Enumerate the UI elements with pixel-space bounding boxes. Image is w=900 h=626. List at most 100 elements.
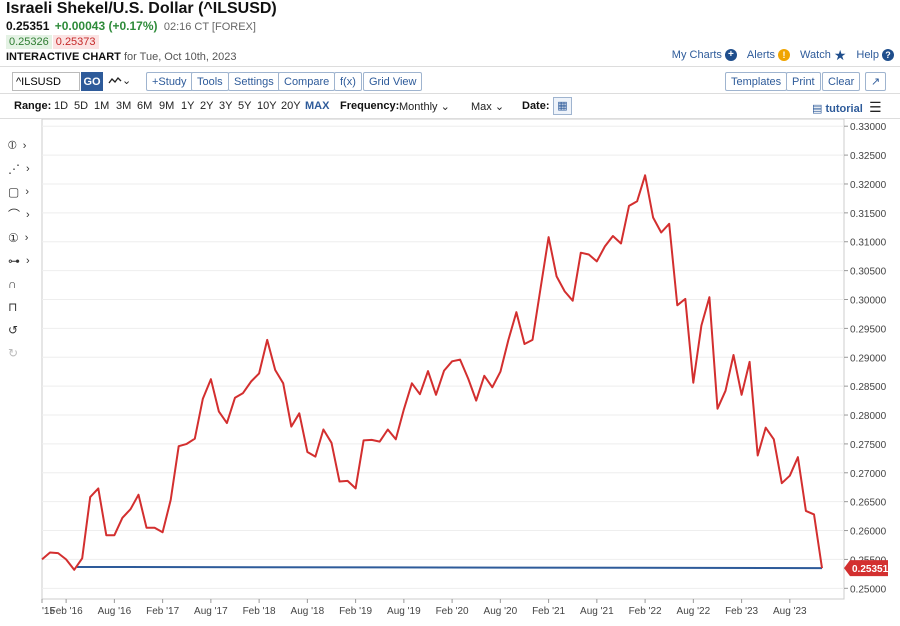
y-tick-label: 0.32500: [850, 151, 887, 162]
chart-type-dropdown[interactable]: ⌄: [108, 74, 131, 87]
chevron-right-icon: ›: [26, 208, 30, 221]
compare-button[interactable]: Compare: [278, 72, 336, 91]
x-tick-label: Feb '19: [339, 606, 372, 617]
annotation-tool[interactable]: ① ›: [8, 226, 38, 249]
y-tick-label: 0.29500: [850, 324, 887, 335]
magnet-tool[interactable]: ∩: [8, 272, 38, 295]
plot-frame: [41, 119, 845, 600]
chevron-right-icon: ›: [22, 139, 27, 152]
chart-series: [41, 174, 823, 571]
expand-button[interactable]: ↗: [865, 72, 887, 91]
y-tick-label: 0.25000: [850, 584, 887, 595]
range-6m[interactable]: 6M: [137, 100, 153, 112]
crosshair-tool[interactable]: ⦶ ›: [8, 134, 38, 157]
chevron-right-icon: ›: [25, 185, 30, 198]
y-tick-label: 0.28000: [850, 411, 887, 422]
y-tick-label: 0.29000: [850, 353, 887, 364]
last-price: 0.25351: [6, 19, 50, 33]
settings-button[interactable]: Settings: [228, 72, 280, 91]
unlock-icon: ⊓: [8, 299, 18, 314]
x-tick-label: Feb '17: [146, 606, 179, 617]
crosshair-icon: ⦶: [8, 138, 17, 152]
x-tick-label: '15: [42, 606, 55, 617]
trendline-tool[interactable]: ⋰ ›: [8, 157, 38, 180]
alerts-label: Alerts: [746, 49, 776, 61]
undo-tool[interactable]: ↺: [8, 318, 38, 341]
help-link[interactable]: Help?: [856, 49, 894, 61]
help-label: Help: [856, 49, 879, 61]
measure-tool[interactable]: ⊶ ›: [8, 249, 38, 272]
y-tick-label: 0.33000: [850, 122, 887, 133]
measure-icon: ⊶: [8, 253, 20, 268]
chevron-right-icon: ›: [24, 231, 29, 244]
plus-icon: +: [724, 49, 737, 61]
chevron-right-icon: ›: [26, 254, 30, 267]
price-line: [41, 174, 823, 571]
interactive-chart-title: INTERACTIVE CHART: [6, 51, 121, 63]
arc-tool[interactable]: ⌒ ›: [8, 203, 38, 226]
bid-ask: 0.25326 0.25373: [6, 35, 99, 49]
price-chart[interactable]: 0.33000 0.32500 0.32000 0.31500 0.31000 0.305…: [0, 119, 900, 626]
number-circle-icon: ①: [8, 230, 19, 245]
range-3y[interactable]: 3Y: [219, 100, 233, 112]
range-5d[interactable]: 5D: [74, 100, 89, 112]
x-tick-label: Aug '22: [677, 606, 711, 617]
frequency-value: Monthly: [399, 101, 438, 113]
tools-button[interactable]: Tools: [191, 72, 229, 91]
grid-view-button[interactable]: Grid View: [363, 72, 423, 91]
quote-line: 0.25351 +0.00043 (+0.17%) 02:16 CT [FORE…: [6, 19, 256, 33]
range-1d[interactable]: 1D: [54, 100, 69, 112]
y-axis: 0.33000 0.32500 0.32000 0.31500 0.31000 0.305…: [844, 122, 887, 595]
range-10y[interactable]: 10Y: [257, 100, 277, 112]
x-tick-label: Feb '18: [243, 606, 276, 617]
arc-icon: ⌒: [8, 208, 21, 222]
symbol-input[interactable]: [12, 72, 80, 91]
reference-line: [76, 565, 823, 570]
x-tick-label: Aug '16: [98, 606, 132, 617]
calendar-button[interactable]: ▦: [553, 97, 572, 115]
range-5y[interactable]: 5Y: [238, 100, 252, 112]
lock-tool[interactable]: ⊓: [8, 295, 38, 318]
top-links: My Charts + Alerts! Watch ★ Help?: [672, 48, 894, 62]
calendar-icon: ▦: [557, 100, 568, 112]
y-tick-label: 0.30500: [850, 267, 887, 278]
redo-tool[interactable]: ↻: [8, 341, 38, 364]
range-20y[interactable]: 20Y: [281, 100, 301, 112]
range-3m[interactable]: 3M: [116, 100, 132, 112]
tutorial-link[interactable]: ▤ tutorial: [812, 102, 863, 115]
print-button[interactable]: Print: [786, 72, 821, 91]
range-1m[interactable]: 1M: [94, 100, 110, 112]
clear-button[interactable]: Clear: [822, 72, 861, 91]
line-chart-icon: [108, 77, 122, 84]
drawing-tools: ⦶ › ⋰ › ▢ › ⌒ › ① › ⊶ › ∩ ⊓ ↺ ↻: [8, 134, 38, 364]
interactive-chart-date: for Tue, Oct 10th, 2023: [123, 51, 237, 63]
chevron-right-icon: ›: [26, 162, 30, 175]
shape-tool[interactable]: ▢ ›: [8, 180, 38, 203]
range-max[interactable]: MAX: [305, 100, 330, 112]
my-charts-link[interactable]: My Charts +: [672, 49, 737, 61]
trendline-icon: ⋰: [8, 161, 20, 176]
frequency-dropdown[interactable]: Monthly ⌄: [399, 100, 450, 113]
alerts-link[interactable]: Alerts!: [746, 49, 791, 61]
y-tick-label: 0.31500: [850, 209, 887, 220]
range-2y[interactable]: 2Y: [200, 100, 214, 112]
watch-link[interactable]: Watch ★: [800, 48, 846, 62]
x-tick-label: Aug '21: [580, 606, 614, 617]
study-button[interactable]: +Study: [146, 72, 193, 91]
menu-icon[interactable]: ☰: [869, 99, 882, 115]
go-button[interactable]: GO: [81, 72, 103, 91]
quote-time: 02:16 CT [FOREX]: [163, 21, 256, 33]
fx-button[interactable]: f(x): [334, 72, 362, 91]
range-1y[interactable]: 1Y: [181, 100, 195, 112]
date-label: Date:: [522, 100, 550, 112]
period-dropdown[interactable]: Max ⌄: [471, 100, 504, 113]
undo-icon: ↺: [8, 322, 19, 337]
templates-button[interactable]: Templates: [725, 72, 788, 91]
range-9m[interactable]: 9M: [159, 100, 175, 112]
bid-price: 0.25326: [6, 35, 52, 49]
x-tick-label: Aug '18: [291, 606, 325, 617]
help-icon: ?: [882, 49, 894, 61]
y-tick-label: 0.27500: [850, 440, 887, 451]
y-tick-label: 0.28500: [850, 382, 887, 393]
